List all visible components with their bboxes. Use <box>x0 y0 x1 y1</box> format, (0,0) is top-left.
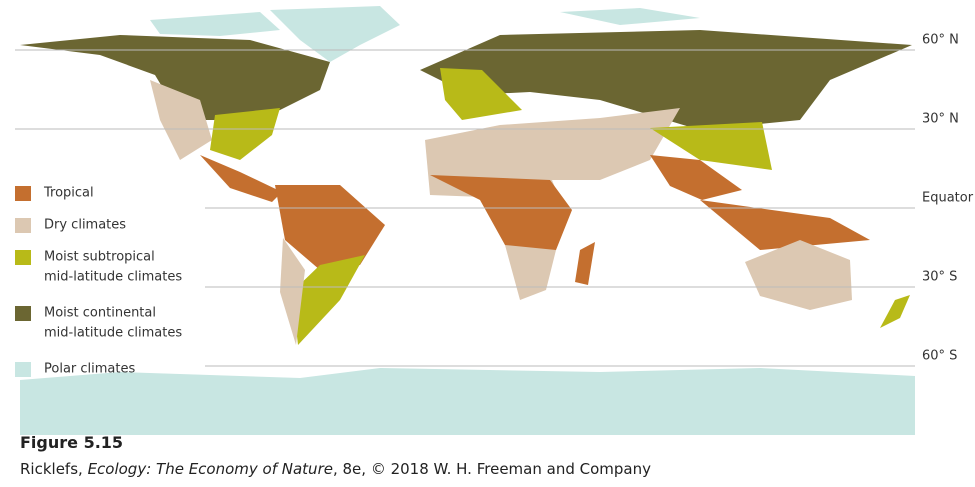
land-region <box>292 255 365 345</box>
land-region <box>505 245 556 300</box>
latitude-label: 60° S <box>922 349 957 364</box>
legend-swatch <box>15 186 31 201</box>
land-region <box>280 238 305 345</box>
land-region <box>20 35 330 120</box>
latitude-label: Equator <box>922 191 974 206</box>
figure-credit: Ricklefs, Ecology: The Economy of Nature… <box>20 460 651 478</box>
legend-swatch <box>15 218 31 233</box>
land-region <box>575 242 595 285</box>
land-region <box>700 200 870 250</box>
figure-number: Figure 5.15 <box>20 433 124 452</box>
land-region <box>440 68 522 120</box>
land-region <box>880 295 910 328</box>
land-region <box>745 240 852 310</box>
legend-swatch <box>15 250 31 265</box>
legend-label: mid-latitude climates <box>44 326 182 341</box>
legend-swatch <box>15 362 31 377</box>
legend-label: Dry climates <box>44 218 126 233</box>
land-region <box>425 108 680 200</box>
credit-author: Ricklefs, <box>20 460 88 478</box>
land-region <box>200 155 282 202</box>
legend-label: Moist subtropical <box>44 250 155 265</box>
land-region <box>430 175 572 260</box>
latitude-label: 30° N <box>922 112 959 127</box>
land-region <box>210 108 280 160</box>
land-region <box>150 80 212 160</box>
land-region <box>650 122 772 170</box>
credit-rest: , 8e, © 2018 W. H. Freeman and Company <box>332 460 651 478</box>
land-region <box>150 12 280 36</box>
legend-label: Moist continental <box>44 306 156 321</box>
legend-label: mid-latitude climates <box>44 270 182 285</box>
legend-label: Tropical <box>43 186 94 201</box>
land-region <box>650 155 742 200</box>
legend-swatch <box>15 306 31 321</box>
land <box>20 6 915 435</box>
latitude-label: 60° N <box>922 33 959 48</box>
land-region <box>20 368 915 435</box>
legend-label: Polar climates <box>44 362 135 377</box>
latitude-label: 30° S <box>922 270 957 285</box>
land-region <box>560 8 700 25</box>
land-region <box>270 6 400 62</box>
land-region <box>275 185 385 270</box>
land-region <box>420 30 912 130</box>
credit-book: Ecology: The Economy of Nature <box>87 460 333 478</box>
